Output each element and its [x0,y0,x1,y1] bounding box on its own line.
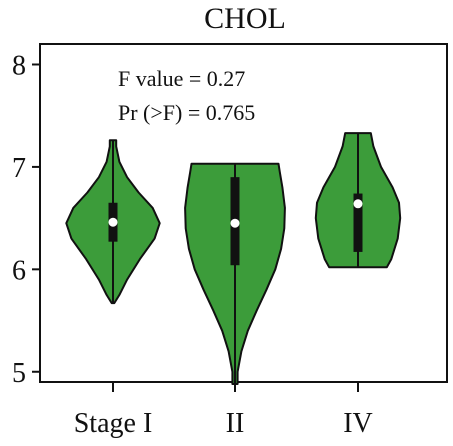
x-axis: Stage I II IV [74,382,373,439]
violin-iv [314,132,402,269]
p-value-annotation: Pr (>F) = 0.765 [118,100,255,125]
x-tick-label: II [226,408,245,439]
y-axis: 5 6 7 8 [12,50,40,389]
violin-median-point [230,218,240,228]
plot-frame [39,43,448,383]
violin-iqr-box [353,193,363,252]
violin-stage-i [65,139,161,305]
y-tick-label: 7 [12,153,26,184]
chart-title: CHOL [204,2,286,35]
violins-layer [65,132,402,385]
x-tick-label: IV [343,408,373,439]
violin-ii [184,162,286,385]
y-tick-label: 5 [12,358,26,389]
f-value-annotation: F value = 0.27 [118,66,245,91]
y-tick-label: 6 [12,255,26,286]
violin-median-point [353,199,363,209]
y-tick-label: 8 [12,50,26,81]
violin-median-point [108,217,118,227]
x-tick-label: Stage I [74,408,153,439]
